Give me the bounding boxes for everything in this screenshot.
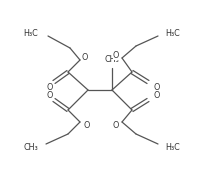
Text: CH₃: CH₃ <box>105 55 119 64</box>
Text: O: O <box>82 52 88 61</box>
Text: CH₃: CH₃ <box>23 143 38 152</box>
Text: O: O <box>154 90 160 99</box>
Text: O: O <box>154 83 160 92</box>
Text: O: O <box>113 121 119 130</box>
Text: O: O <box>47 90 53 99</box>
Text: O: O <box>47 83 53 92</box>
Text: H₃C: H₃C <box>23 30 38 39</box>
Text: O: O <box>83 121 89 130</box>
Text: H₃C: H₃C <box>165 143 180 152</box>
Text: H₃C: H₃C <box>165 30 180 39</box>
Text: O: O <box>113 51 119 59</box>
